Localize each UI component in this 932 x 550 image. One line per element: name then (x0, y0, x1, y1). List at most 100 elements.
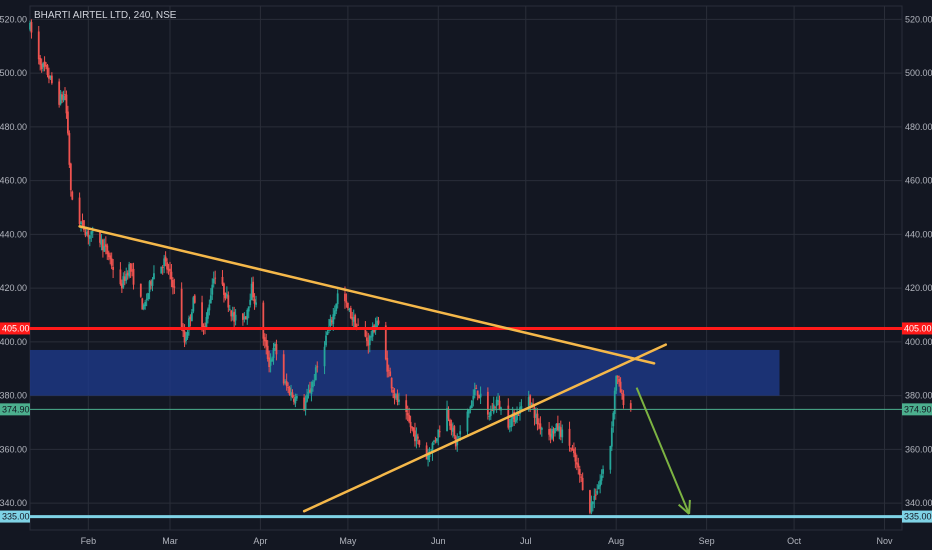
price-tag-support (0, 510, 30, 523)
candle-body (266, 345, 269, 359)
price-tag-resistance (902, 322, 932, 335)
candle-body (49, 75, 52, 78)
candle-body (128, 264, 131, 277)
candle-body (376, 320, 378, 328)
candle-body (468, 409, 470, 414)
y-tick-label-left: 400.00 (0, 337, 27, 347)
candle-body (180, 288, 183, 330)
candle-body (125, 273, 128, 281)
price-tag-current (0, 403, 30, 416)
candle-body (438, 431, 441, 433)
candle-body (285, 381, 288, 387)
candle-body (538, 423, 540, 425)
candle-body (50, 75, 53, 84)
candle-body (212, 278, 215, 284)
candle-body (349, 308, 352, 319)
candle-body (571, 448, 574, 451)
candle-body (272, 347, 275, 358)
candle-body (246, 309, 249, 320)
candle-body (575, 462, 578, 465)
x-tick-label: Nov (876, 536, 893, 546)
candle-body (621, 392, 623, 394)
candle-body (540, 427, 543, 430)
candle-body (295, 396, 298, 399)
candle-body (365, 337, 368, 341)
candle-body (486, 391, 489, 415)
candle-body (234, 314, 237, 321)
candle-body (255, 302, 257, 305)
candle-body (377, 320, 380, 324)
y-tick-label-right: 480.00 (905, 122, 932, 132)
candle-body (492, 404, 495, 413)
candle-body (42, 63, 45, 68)
y-tick-label-right: 500.00 (905, 68, 932, 78)
y-tick-label-right: 520.00 (905, 14, 932, 24)
price-tag-label: 405.00 (904, 323, 932, 333)
candle-body (600, 475, 603, 481)
y-tick-label-left: 520.00 (0, 14, 27, 24)
projection-arrow-head (688, 499, 691, 514)
candle-body (390, 377, 393, 389)
candle-body (243, 316, 246, 320)
candle-body (451, 427, 454, 432)
candle-body (498, 400, 501, 410)
candle-body (268, 357, 271, 368)
candle-body (610, 427, 613, 447)
candle-body (434, 440, 437, 442)
candle-body (81, 220, 84, 222)
candle-body (559, 427, 562, 437)
y-tick-label-right: 340.00 (905, 498, 932, 508)
candle-body (164, 256, 167, 262)
candle-body (151, 279, 154, 286)
candle-body (435, 438, 438, 442)
candle-body (99, 232, 101, 243)
candle-body (332, 314, 335, 325)
candle-body (406, 413, 409, 416)
candle-body (414, 430, 416, 442)
candle-body (91, 231, 94, 233)
candle-body (488, 415, 491, 417)
candle-body (351, 316, 354, 320)
candle-body (599, 480, 602, 487)
candle-body (241, 313, 244, 320)
candle-body (310, 388, 313, 395)
candle-body (325, 335, 327, 346)
y-tick-label-left: 340.00 (0, 498, 27, 508)
candle-body (88, 235, 91, 239)
candle-body (370, 336, 373, 338)
candle-body (173, 286, 176, 288)
candle-body (548, 429, 551, 435)
candle-body (368, 335, 371, 346)
candle-body (142, 304, 145, 310)
candle-body (29, 22, 31, 30)
candle-body (622, 393, 625, 406)
candle-body (354, 315, 357, 328)
y-tick-label-right: 420.00 (905, 283, 932, 293)
candle-body (596, 491, 599, 494)
candle-body (129, 263, 132, 272)
candle-body (80, 222, 82, 225)
y-tick-label-right: 460.00 (905, 176, 932, 186)
candle-body (161, 266, 164, 268)
candle-body (593, 495, 596, 501)
candle-body (552, 430, 555, 434)
candle-body (495, 399, 498, 407)
candle-body (100, 239, 103, 245)
candle-body (574, 452, 577, 462)
candles-layer (29, 19, 632, 515)
x-tick-label: Sep (699, 536, 715, 546)
candle-body (231, 312, 234, 317)
plot-frame (29, 5, 903, 531)
consolidation-zone-layer (30, 349, 780, 396)
candle-body (119, 269, 122, 285)
candle-body (290, 391, 292, 396)
candle-body (186, 331, 189, 339)
candle-body (193, 295, 196, 303)
candle-body (530, 403, 533, 405)
candle-body (357, 324, 359, 326)
candle-body (326, 332, 329, 335)
candle-body (459, 431, 462, 435)
x-axis: Feb Mar Apr May Jun Jul Aug Sep Oct Nov (81, 536, 893, 546)
